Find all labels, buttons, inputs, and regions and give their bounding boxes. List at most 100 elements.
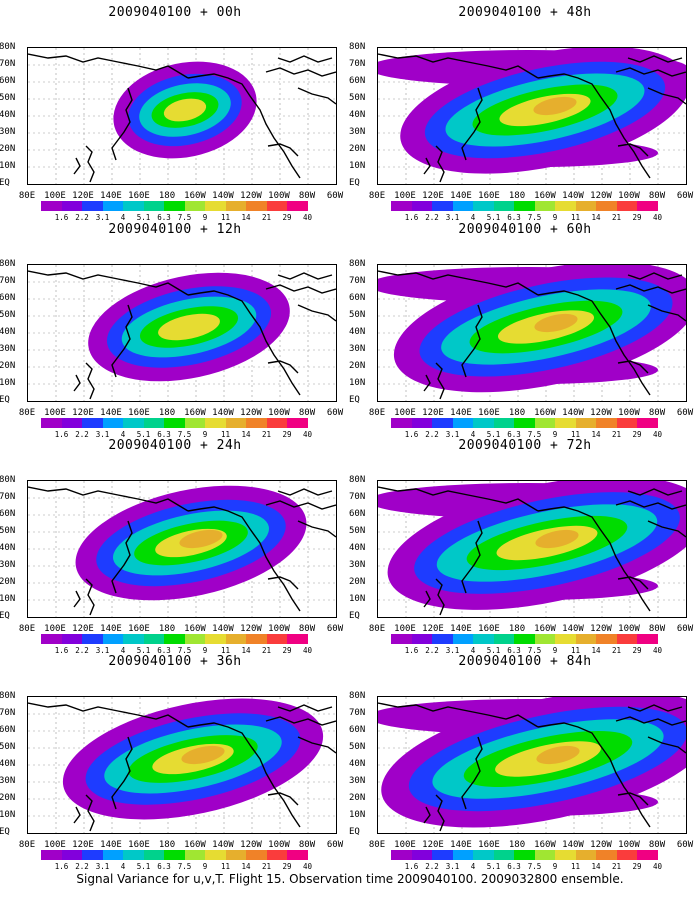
latitude-label: 30N (0, 776, 16, 786)
latitude-label: 80N (349, 259, 366, 269)
longitude-label: 140W (562, 840, 584, 850)
longitude-label: 160E (478, 408, 500, 418)
longitude-label: 60W (326, 191, 344, 201)
map-panel: 2009040100 + 00h 80N 70N 60N 50N 40N 30N 20N 10N… (0, 5, 345, 222)
colorbar-label: 6.3 (507, 213, 521, 222)
latitude-label: 30N (349, 776, 366, 786)
colorbar-swatch (123, 634, 144, 644)
longitude-label: 100E (44, 624, 66, 634)
colorbar-swatch (555, 634, 576, 644)
longitude-label: 160E (478, 191, 500, 201)
colorbar-swatch (123, 418, 144, 428)
map-panel: 2009040100 + 72h 80N 70N 60N 50N 40N 30N 20N 10N… (349, 438, 695, 655)
coastline (267, 143, 299, 157)
latitude-label: 80N (0, 691, 16, 701)
longitude-label: 100E (394, 840, 416, 850)
coastline (615, 716, 686, 726)
colorbar-label: 3.1 (445, 646, 460, 655)
latitude-label: 50N (349, 310, 366, 320)
latitude-label: 30N (349, 344, 366, 354)
colorbar-label: 1.6 (54, 646, 69, 655)
colorbar-swatch (411, 418, 432, 428)
latitude-label: 60N (0, 293, 16, 303)
coastline (277, 488, 333, 496)
colorbar-label: 11 (220, 430, 231, 439)
longitude-label: 120W (240, 408, 262, 418)
longitude-label: 120E (422, 191, 444, 201)
longitude-label: 160W (184, 191, 206, 201)
colorbar-swatch (82, 201, 103, 211)
longitude-label: 80W (298, 408, 316, 418)
latitude-label: 50N (349, 526, 366, 536)
coastline (28, 702, 189, 728)
colorbar-label: 2.2 (425, 213, 439, 222)
latitude-label: 20N (349, 361, 366, 371)
colorbar-label: 40 (302, 430, 313, 439)
colorbar-label: 29 (282, 646, 292, 655)
colorbar-label: 4 (120, 862, 126, 871)
longitude-label: 60W (676, 191, 694, 201)
colorbar-swatch (452, 201, 473, 211)
colorbar-swatch (575, 201, 596, 211)
longitude-label: 80E (368, 191, 386, 201)
longitude-label: 140E (100, 408, 122, 418)
coastline (187, 506, 301, 612)
latitude-label: 70N (349, 492, 366, 502)
coastline (277, 272, 333, 280)
colorbar-swatch (61, 634, 82, 644)
colorbar-label: 2.2 (75, 430, 89, 439)
latitude-label: 80N (349, 691, 366, 701)
variance-peak (181, 745, 225, 765)
colorbar-swatch (637, 850, 658, 860)
colorbar-label: 2.2 (425, 862, 439, 871)
latitude-label: EQ (0, 395, 10, 405)
colorbar-label: 21 (611, 430, 622, 439)
longitude-label: 60W (676, 624, 694, 634)
colorbar-label: 9 (552, 862, 558, 871)
colorbar-swatch (266, 634, 287, 644)
colorbar-swatch (493, 201, 514, 211)
colorbar-label: 3.1 (95, 862, 110, 871)
colorbar-label: 11 (220, 213, 231, 222)
longitude-label: 160E (128, 408, 150, 418)
longitude-label: 140W (562, 191, 584, 201)
colorbar-swatch (534, 201, 555, 211)
latitude-label: 60N (0, 725, 16, 735)
colorbar-swatch (473, 634, 494, 644)
colorbar-label: 6.3 (507, 646, 521, 655)
coastline (617, 143, 649, 157)
colorbar-swatch (225, 201, 246, 211)
longitude-label: 140E (100, 624, 122, 634)
latitude-label: 80N (349, 475, 366, 485)
variance-peak (534, 313, 578, 333)
latitude-label: 40N (0, 543, 16, 553)
latitude-label: 20N (349, 793, 366, 803)
colorbar-label: 1.6 (54, 213, 69, 222)
colorbar-swatch (143, 850, 164, 860)
colorbar-swatch (225, 418, 246, 428)
colorbar-label: 29 (282, 430, 292, 439)
colorbar (391, 634, 658, 644)
longitude-label: 100E (394, 408, 416, 418)
longitude-label: 80W (648, 408, 666, 418)
longitude-label: 80W (298, 624, 316, 634)
longitude-label: 80E (368, 840, 386, 850)
panel-title: 2009040100 + 48h (458, 5, 592, 20)
colorbar-swatch (246, 418, 267, 428)
colorbar-label: 29 (632, 430, 642, 439)
coastline (617, 792, 649, 806)
colorbar-swatch (184, 850, 205, 860)
colorbar-label: 29 (282, 213, 292, 222)
coastline (435, 578, 445, 616)
latitude-label: 70N (349, 276, 366, 286)
colorbar-label: 5.1 (136, 646, 151, 655)
longitude-label: 160W (534, 840, 556, 850)
coastline (627, 704, 683, 712)
colorbar-swatch (432, 418, 453, 428)
longitude-label: 180 (508, 624, 526, 634)
latitude-label: 40N (349, 327, 366, 337)
colorbar-label: 14 (591, 646, 601, 655)
latitude-label: 70N (349, 59, 366, 69)
coastline (461, 304, 483, 378)
colorbar-swatch (514, 850, 535, 860)
